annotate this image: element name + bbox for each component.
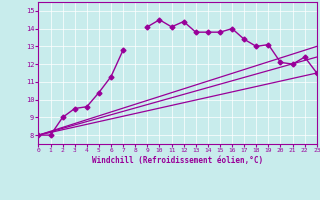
X-axis label: Windchill (Refroidissement éolien,°C): Windchill (Refroidissement éolien,°C): [92, 156, 263, 165]
